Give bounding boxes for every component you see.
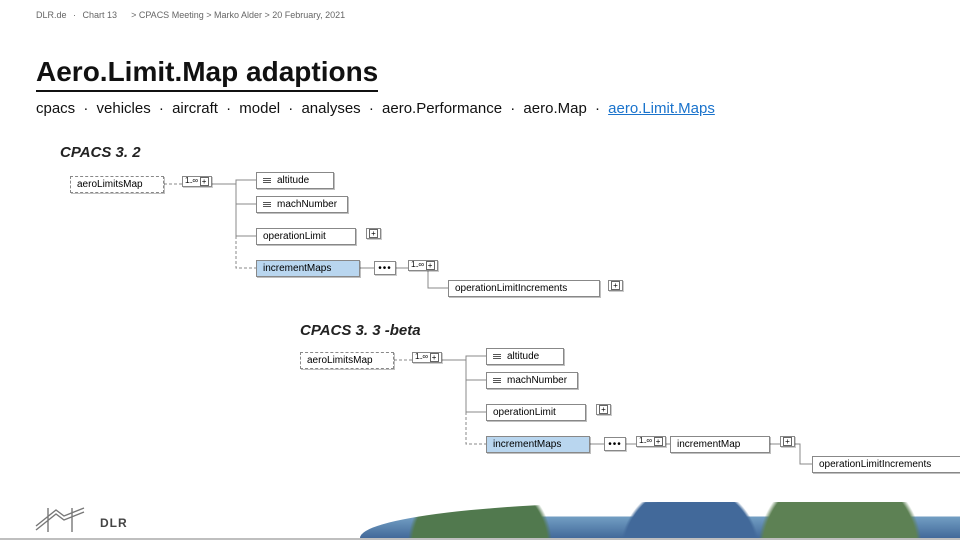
multiplicity-range: 1..∞	[411, 261, 424, 270]
schema-node-alt: altitude	[256, 172, 334, 189]
schema-node-op: operationLimit	[486, 404, 586, 421]
footer: DLR	[0, 500, 960, 540]
multiplicity-badge: 1..∞+	[182, 176, 212, 187]
schema-node-label: aeroLimitsMap	[77, 179, 143, 190]
expand-icon: +	[430, 353, 439, 362]
list-icon	[493, 354, 501, 359]
schema-node-opi: operationLimitIncrements	[812, 456, 960, 473]
diagram-cpacs-33: aeroLimitsMap altitude machNumber operation…	[300, 348, 940, 478]
crumb-site: DLR.de	[36, 10, 67, 20]
schema-path: cpacs · vehicles · aircraft · model · an…	[36, 100, 715, 117]
schema-node-opi: operationLimitIncrements	[448, 280, 600, 297]
path-separator: ·	[506, 100, 519, 117]
multiplicity-badge: 1..∞+	[408, 260, 438, 271]
diagram-cpacs-32: aeroLimitsMap altitude machNumber operation…	[70, 172, 590, 302]
path-separator: ·	[365, 100, 378, 117]
schema-node-label: altitude	[277, 175, 309, 186]
path-separator: ·	[155, 100, 168, 117]
expand-icon: +	[426, 261, 435, 270]
schema-node-mach: machNumber	[486, 372, 578, 389]
path-segment: aero.Performance	[382, 100, 502, 117]
path-separator: ·	[284, 100, 297, 117]
schema-node-label: operationLimitIncrements	[455, 283, 567, 294]
section-label-32: CPACS 3. 2	[60, 144, 141, 161]
schema-node-label: machNumber	[277, 199, 337, 210]
schema-node-label: incrementMaps	[263, 263, 331, 274]
sequence-icon: •••	[604, 437, 626, 451]
expand-icon: +	[369, 229, 378, 238]
schema-node-inc: incrementMaps	[486, 436, 590, 453]
schema-node-root: aeroLimitsMap	[300, 352, 394, 369]
schema-node-alt: altitude	[486, 348, 564, 365]
schema-node-label: incrementMap	[677, 439, 740, 450]
dlr-logo-text: DLR	[100, 516, 128, 530]
crumb-chart: Chart 13	[83, 10, 118, 20]
schema-node-label: operationLimitIncrements	[819, 459, 931, 470]
multiplicity-range: 1..∞	[639, 437, 652, 446]
expand-icon: +	[654, 437, 663, 446]
expand-icon: +	[783, 437, 792, 446]
multiplicity-badge: 1..∞+	[412, 352, 442, 363]
schema-node-label: operationLimit	[263, 231, 326, 242]
header-crumb: DLR.de · Chart 13 > CPACS Meeting > Mark…	[36, 10, 349, 20]
path-segment: cpacs	[36, 100, 75, 117]
schema-node-label: incrementMaps	[493, 439, 561, 450]
list-icon	[493, 378, 501, 383]
multiplicity-badge: +	[608, 280, 623, 291]
path-separator: ·	[591, 100, 604, 117]
multiplicity-badge: +	[596, 404, 611, 415]
multiplicity-badge: +	[780, 436, 795, 447]
multiplicity-badge: +	[366, 228, 381, 239]
crumb-dot: ·	[73, 10, 76, 20]
schema-node-im: incrementMap	[670, 436, 770, 453]
path-segment: vehicles	[97, 100, 151, 117]
schema-node-label: altitude	[507, 351, 539, 362]
sequence-icon: •••	[374, 261, 396, 275]
expand-icon: +	[611, 281, 620, 290]
schema-node-label: operationLimit	[493, 407, 556, 418]
path-segment-link[interactable]: aero.Limit.Maps	[608, 100, 715, 117]
expand-icon: +	[599, 405, 608, 414]
page-title: Aero.Limit.Map adaptions	[36, 56, 378, 92]
schema-node-label: aeroLimitsMap	[307, 355, 373, 366]
schema-node-inc: incrementMaps	[256, 260, 360, 277]
path-segment: model	[239, 100, 280, 117]
path-segment: aircraft	[172, 100, 218, 117]
dlr-logo-icon	[34, 506, 96, 534]
schema-node-label: machNumber	[507, 375, 567, 386]
path-segment: analyses	[301, 100, 360, 117]
path-separator: ·	[79, 100, 92, 117]
schema-node-op: operationLimit	[256, 228, 356, 245]
multiplicity-badge: 1..∞+	[636, 436, 666, 447]
path-separator: ·	[222, 100, 235, 117]
list-icon	[263, 178, 271, 183]
footer-earth-graphic	[360, 502, 960, 538]
multiplicity-range: 1..∞	[185, 177, 198, 186]
schema-node-mach: machNumber	[256, 196, 348, 213]
section-label-33: CPACS 3. 3 -beta	[300, 322, 421, 339]
list-icon	[263, 202, 271, 207]
multiplicity-range: 1..∞	[415, 353, 428, 362]
path-segment: aero.Map	[523, 100, 586, 117]
crumb-meeting: > CPACS Meeting > Marko Alder > 20 Febru…	[131, 10, 345, 20]
expand-icon: +	[200, 177, 209, 186]
schema-node-root: aeroLimitsMap	[70, 176, 164, 193]
